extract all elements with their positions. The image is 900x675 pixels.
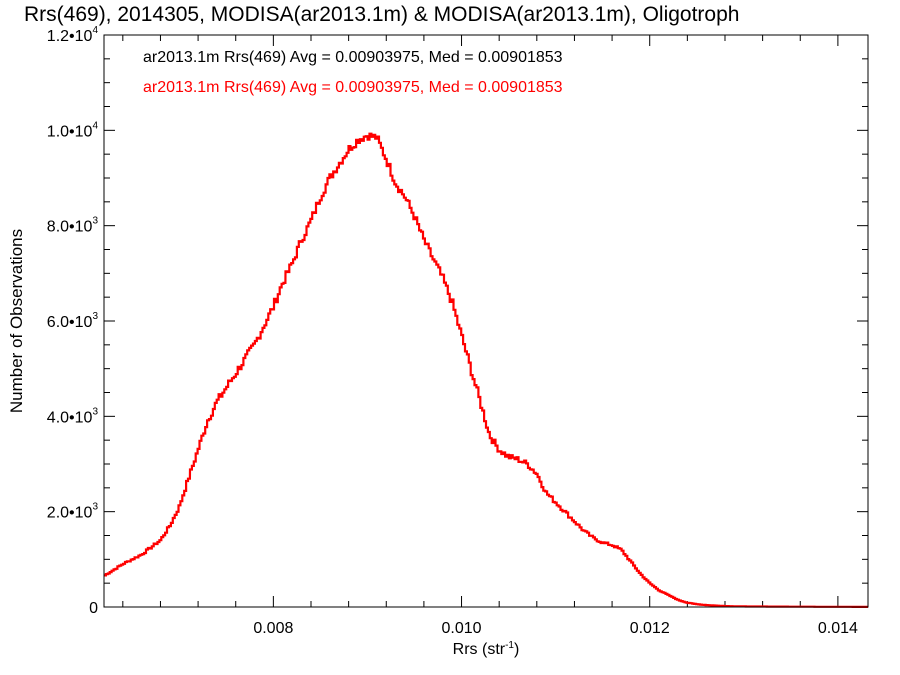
x-tick-label: 0.012	[630, 620, 670, 637]
histogram-step-line	[104, 132, 868, 608]
y-tick-label: 4.0•103	[47, 406, 99, 426]
x-tick-label: 0.010	[442, 620, 482, 637]
x-axis-ticks: 0.008 0.010 0.012 0.014	[122, 35, 858, 637]
plot-frame	[103, 34, 869, 608]
y-axis-ticks: 0 2.0•103 4.0•103 6.0•103 8.0•103 1.0•104 1.2•…	[47, 25, 868, 617]
y-tick-label: 0	[89, 600, 98, 617]
y-axis-title: Number of Observations	[7, 229, 26, 413]
y-tick-label: 1.2•104	[47, 25, 99, 45]
x-axis-title: Rrs (str-1)	[453, 640, 520, 658]
annotation-black: ar2013.1m Rrs(469) Avg = 0.00903975, Med…	[143, 49, 563, 66]
y-tick-label: 2.0•103	[47, 502, 99, 522]
chart-title: Rrs(469), 2014305, MODISA(ar2013.1m) & M…	[24, 3, 739, 26]
y-tick-label: 6.0•103	[47, 311, 99, 331]
x-tick-label: 0.008	[253, 620, 293, 637]
annotation-red: ar2013.1m Rrs(469) Avg = 0.00903975, Med…	[143, 79, 563, 96]
x-tick-label: 0.014	[818, 620, 858, 637]
y-tick-label: 1.0•104	[47, 120, 99, 140]
y-tick-label: 8.0•103	[47, 216, 99, 236]
